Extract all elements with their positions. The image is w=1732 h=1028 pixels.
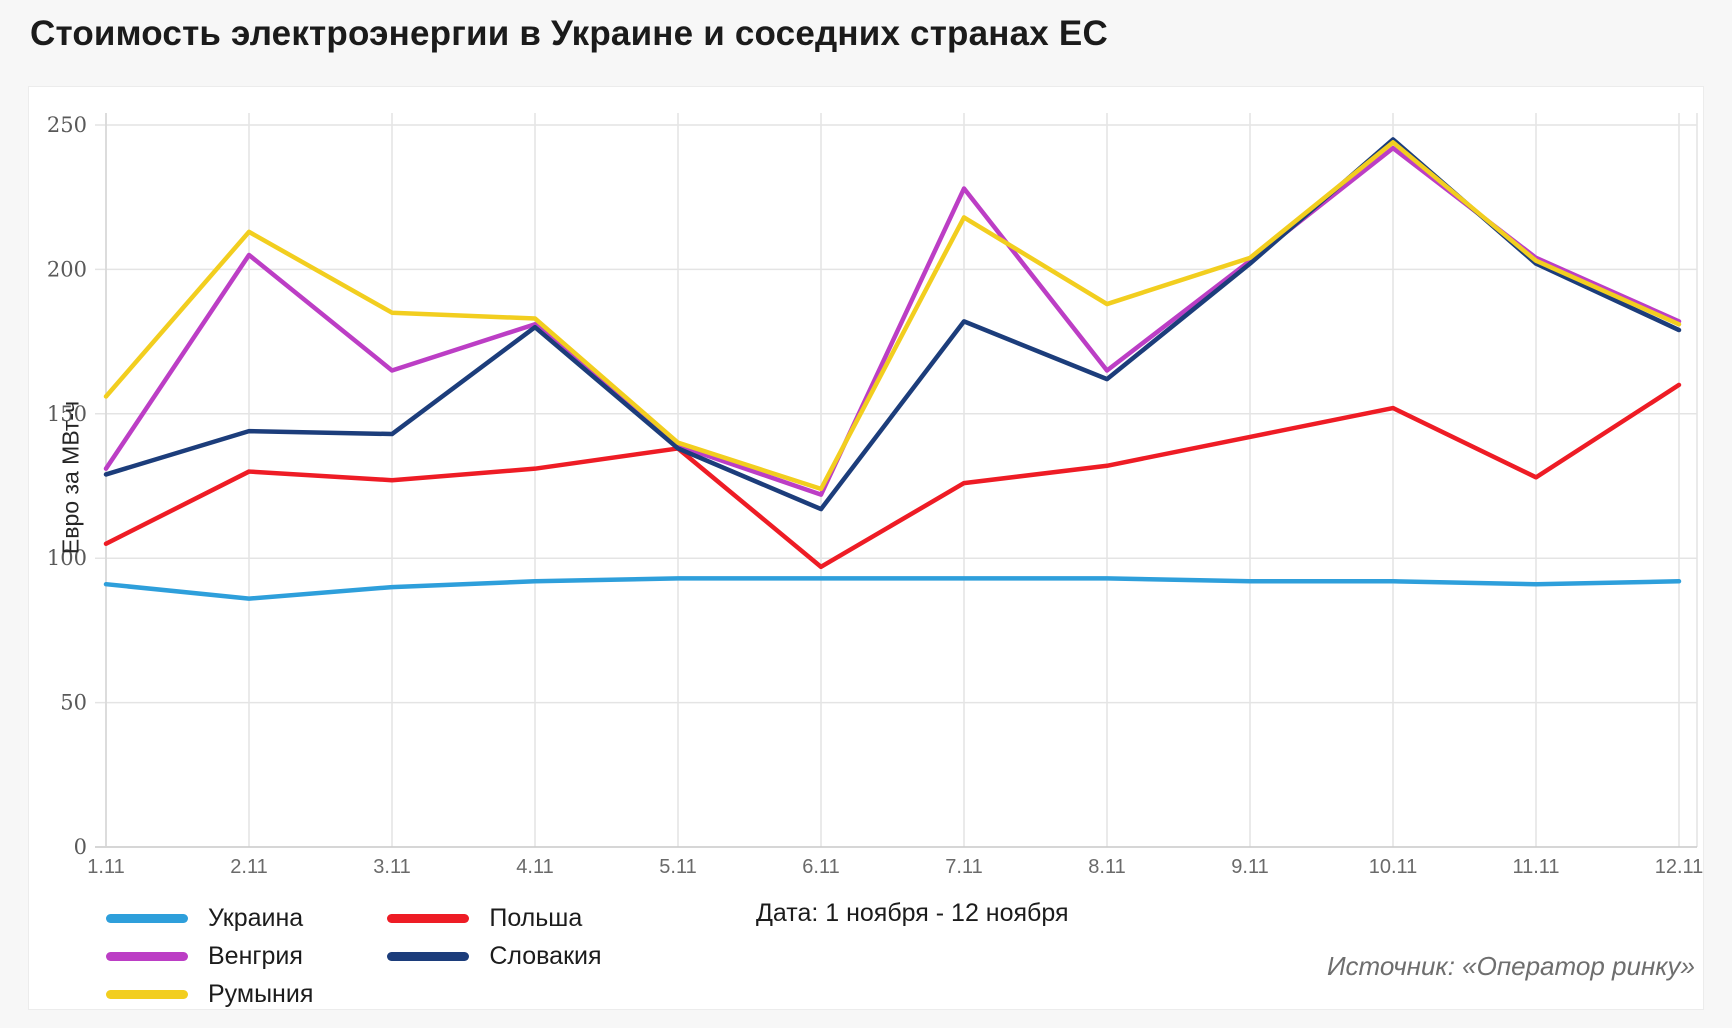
x-tick-label: 4.11: [516, 856, 553, 878]
series-line-Румыния: [103, 140, 1682, 492]
y-tick-label: 200: [47, 257, 87, 281]
x-tick-label: 9.11: [1231, 856, 1268, 878]
chart-card: 1.11 2.11 3.11 4.11 5.11 6.11 7.11 8.11 9.11 10.1…: [28, 86, 1704, 1010]
y-tick-label: 150: [47, 402, 87, 426]
legend: Украина Венгрия Румыния Польша Словакия: [106, 904, 602, 1008]
legend-item-Словакия: Словакия: [387, 942, 602, 970]
y-tick-label: 100: [47, 546, 87, 570]
series-line-Польша: [103, 382, 1682, 570]
legend-swatch: [387, 914, 470, 923]
x-tick-label: 11.11: [1512, 856, 1559, 878]
date-range-note: Дата: 1 ноября - 12 ноября: [756, 899, 1069, 927]
x-tick-label: 3.11: [373, 856, 410, 878]
legend-label: Украина: [208, 904, 304, 932]
x-tick-label: 2.11: [230, 856, 267, 878]
legend-item-Польша: Польша: [387, 904, 601, 932]
legend-swatch: [106, 990, 188, 999]
series-line-Венгрия: [103, 145, 1682, 497]
x-tick-label: 12.11: [1655, 856, 1704, 878]
y-axis-title: Евро за МВт-ч: [57, 400, 84, 555]
series-line-Украина: [103, 576, 1682, 601]
legend-swatch: [387, 952, 470, 961]
chart-svg: 1.11 2.11 3.11 4.11 5.11 6.11 7.11 8.11 9.11 10.1…: [47, 113, 1704, 878]
y-tick-label: 0: [74, 835, 87, 859]
legend-item-Румыния: Румыния: [106, 980, 314, 1008]
legend-swatch: [106, 952, 188, 961]
x-tick-label: 5.11: [659, 856, 696, 878]
x-tick-label: 1.11: [87, 856, 124, 878]
legend-item-Украина: Украина: [106, 904, 313, 932]
y-tick-label: 50: [60, 691, 87, 715]
x-tick-label: 10.11: [1369, 856, 1418, 878]
series-line-Словакия: [103, 137, 1682, 512]
legend-label: Румыния: [208, 980, 314, 1008]
legend-item-Венгрия: Венгрия: [106, 942, 313, 970]
legend-label: Словакия: [489, 942, 602, 970]
x-tick-label: 6.11: [802, 856, 839, 878]
y-tick-label: 250: [47, 113, 87, 137]
legend-label: Венгрия: [208, 942, 303, 970]
legend-label: Польша: [489, 904, 583, 932]
x-tick-label: 7.11: [945, 856, 982, 878]
x-tick-label: 8.11: [1088, 856, 1125, 878]
page-title: Стоимость электроэнергии в Украине и сос…: [30, 14, 1108, 53]
legend-swatch: [106, 914, 188, 923]
source-note: Источник: «Оператор ринку»: [1326, 951, 1695, 981]
